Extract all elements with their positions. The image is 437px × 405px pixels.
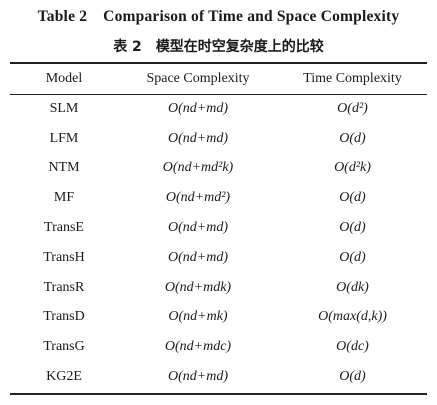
- time-complexity-cell: O(d): [339, 220, 366, 236]
- table-number-chinese: 表 2: [113, 39, 142, 55]
- table-row: LFM O(nd+md) O(d): [10, 124, 427, 154]
- top-rule: [10, 62, 427, 64]
- model-cell: NTM: [48, 160, 80, 176]
- space-complexity-cell: O(nd+mdk): [164, 279, 232, 295]
- time-complexity-cell: O(d): [339, 130, 366, 146]
- model-cell: MF: [53, 190, 75, 206]
- time-complexity-cell: O(dc): [336, 339, 369, 355]
- table-row: TransG O(nd+mdc) O(dc): [10, 332, 427, 362]
- time-complexity-cell: O(d²k): [334, 160, 371, 176]
- model-cell: TransE: [44, 220, 84, 236]
- model-cell: SLM: [49, 100, 79, 116]
- table-row: TransD O(nd+mk) O(max(d,k)): [10, 303, 427, 333]
- table-row: TransE O(nd+md) O(d): [10, 213, 427, 243]
- model-cell: LFM: [49, 130, 79, 146]
- column-header-model: Model: [45, 70, 83, 86]
- space-complexity-cell: O(nd+md²): [165, 190, 231, 206]
- column-header-space: Space Complexity: [146, 70, 250, 86]
- time-complexity-cell: O(d²): [337, 100, 368, 116]
- table-number-english: Table 2: [37, 8, 88, 25]
- space-complexity-cell: O(nd+md): [168, 220, 228, 236]
- complexity-table: Model Space Complexity Time Complexity S…: [10, 63, 427, 392]
- time-complexity-cell: O(max(d,k)): [318, 309, 387, 325]
- time-complexity-cell: O(d): [339, 190, 366, 206]
- table-title-english: Table 2 Comparison of Time and Space Comp…: [0, 8, 437, 26]
- table-title-chinese: 表 2 模型在时空复杂度上的比较: [0, 36, 437, 56]
- table-row: TransR O(nd+mdk) O(dk): [10, 273, 427, 303]
- space-complexity-cell: O(nd+md): [168, 249, 228, 265]
- space-complexity-cell: O(nd+md²k): [162, 160, 234, 176]
- time-complexity-cell: O(dk): [336, 279, 369, 295]
- column-header-time: Time Complexity: [303, 70, 402, 86]
- model-cell: TransR: [43, 279, 85, 295]
- table-row: MF O(nd+md²) O(d): [10, 183, 427, 213]
- table-caption-chinese: 模型在时空复杂度上的比较: [155, 39, 324, 55]
- table-row: SLM O(nd+md) O(d²): [10, 94, 427, 124]
- table-row: TransH O(nd+md) O(d): [10, 243, 427, 273]
- table-row: NTM O(nd+md²k) O(d²k): [10, 154, 427, 184]
- bottom-rule: [10, 393, 427, 395]
- time-complexity-cell: O(d): [339, 369, 366, 385]
- model-cell: TransG: [43, 339, 85, 355]
- model-cell: TransH: [43, 249, 85, 265]
- model-cell: KG2E: [46, 369, 82, 385]
- model-cell: TransD: [43, 309, 85, 325]
- space-complexity-cell: O(nd+md): [168, 369, 228, 385]
- space-complexity-cell: O(nd+md): [168, 130, 228, 146]
- space-complexity-cell: O(nd+mdc): [164, 339, 232, 355]
- space-complexity-cell: O(nd+mk): [168, 309, 228, 325]
- header-row: Model Space Complexity Time Complexity: [10, 63, 427, 94]
- table-row: KG2E O(nd+md) O(d): [10, 362, 427, 392]
- time-complexity-cell: O(d): [339, 249, 366, 265]
- table-caption-english: Comparison of Time and Space Complexity: [103, 8, 400, 25]
- space-complexity-cell: O(nd+md): [168, 100, 228, 116]
- header-rule: [10, 94, 427, 95]
